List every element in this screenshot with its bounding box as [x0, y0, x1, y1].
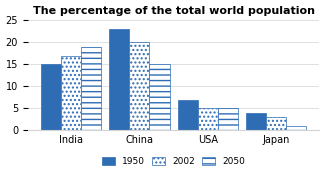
Bar [110, 29, 129, 131]
Bar [150, 64, 170, 131]
Bar [286, 126, 306, 131]
Bar [178, 100, 198, 131]
Title: The percentage of the total world population: The percentage of the total world popula… [32, 6, 315, 16]
Bar [218, 108, 238, 131]
Bar [81, 47, 101, 131]
Bar [266, 117, 286, 131]
Bar [61, 56, 81, 131]
Legend: 1950, 2002, 2050: 1950, 2002, 2050 [99, 154, 249, 170]
Bar [41, 64, 61, 131]
Bar [198, 108, 218, 131]
Bar [246, 113, 266, 131]
Bar [129, 43, 150, 131]
